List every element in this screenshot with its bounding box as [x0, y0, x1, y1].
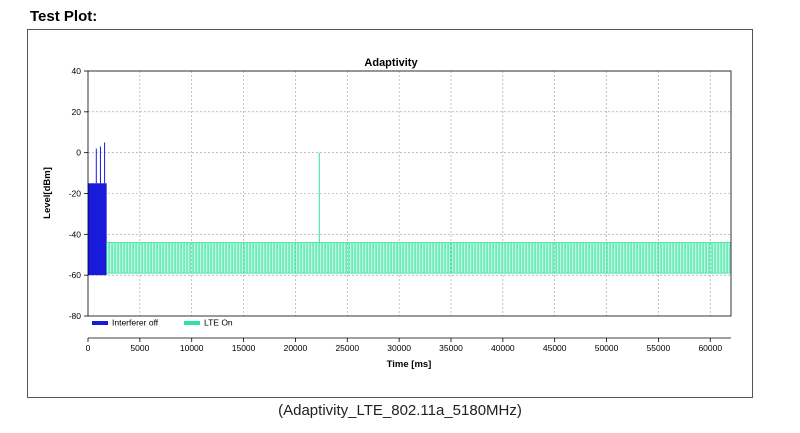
- y-tick-label: -80: [69, 311, 82, 321]
- x-tick-label: 25000: [335, 343, 359, 353]
- legend-label: LTE On: [204, 318, 233, 328]
- x-tick-label: 10000: [180, 343, 204, 353]
- x-tick-label: 40000: [491, 343, 515, 353]
- test-plot-heading: Test Plot:: [30, 8, 98, 25]
- figure-caption: (Adaptivity_LTE_802.11a_5180MHz): [278, 402, 522, 419]
- series-2: [106, 152, 732, 274]
- x-tick-label: 20000: [284, 343, 308, 353]
- x-tick-label: 45000: [543, 343, 567, 353]
- y-tick-label: -40: [69, 229, 82, 239]
- y-tick-label: 40: [72, 66, 82, 76]
- legend-swatch: [184, 321, 200, 325]
- y-tick-label: 20: [72, 107, 82, 117]
- x-axis-title: Time [ms]: [387, 359, 432, 370]
- x-tick-label: 5000: [130, 343, 149, 353]
- lte-on-trace: [106, 242, 732, 274]
- grid-lines: [88, 70, 731, 316]
- legend: Interferer off LTE On: [92, 318, 233, 328]
- legend-label: Interferer off: [112, 318, 159, 328]
- interferer-off-block: [88, 183, 107, 276]
- legend-swatch: [92, 321, 108, 325]
- y-tick-label: 0: [76, 148, 81, 158]
- chart-title: Adaptivity: [364, 57, 418, 69]
- y-tick-label: -20: [69, 189, 82, 199]
- x-tick-label: 55000: [647, 343, 671, 353]
- plot-frame: [27, 29, 753, 398]
- x-tick-label: 15000: [232, 343, 256, 353]
- x-tick-label: 30000: [387, 343, 411, 353]
- axes: 0 5000 10000 15000 20000 25000 30000 35000 40000…: [69, 66, 732, 353]
- y-tick-label: -60: [69, 270, 82, 280]
- data-series: [88, 142, 732, 276]
- series-1: [88, 142, 107, 276]
- x-tick-label: 35000: [439, 343, 463, 353]
- x-tick-label: 50000: [595, 343, 619, 353]
- x-tick-label: 60000: [698, 343, 722, 353]
- y-axis-title: Level[dBm]: [42, 167, 53, 219]
- x-tick-label: 0: [86, 343, 91, 353]
